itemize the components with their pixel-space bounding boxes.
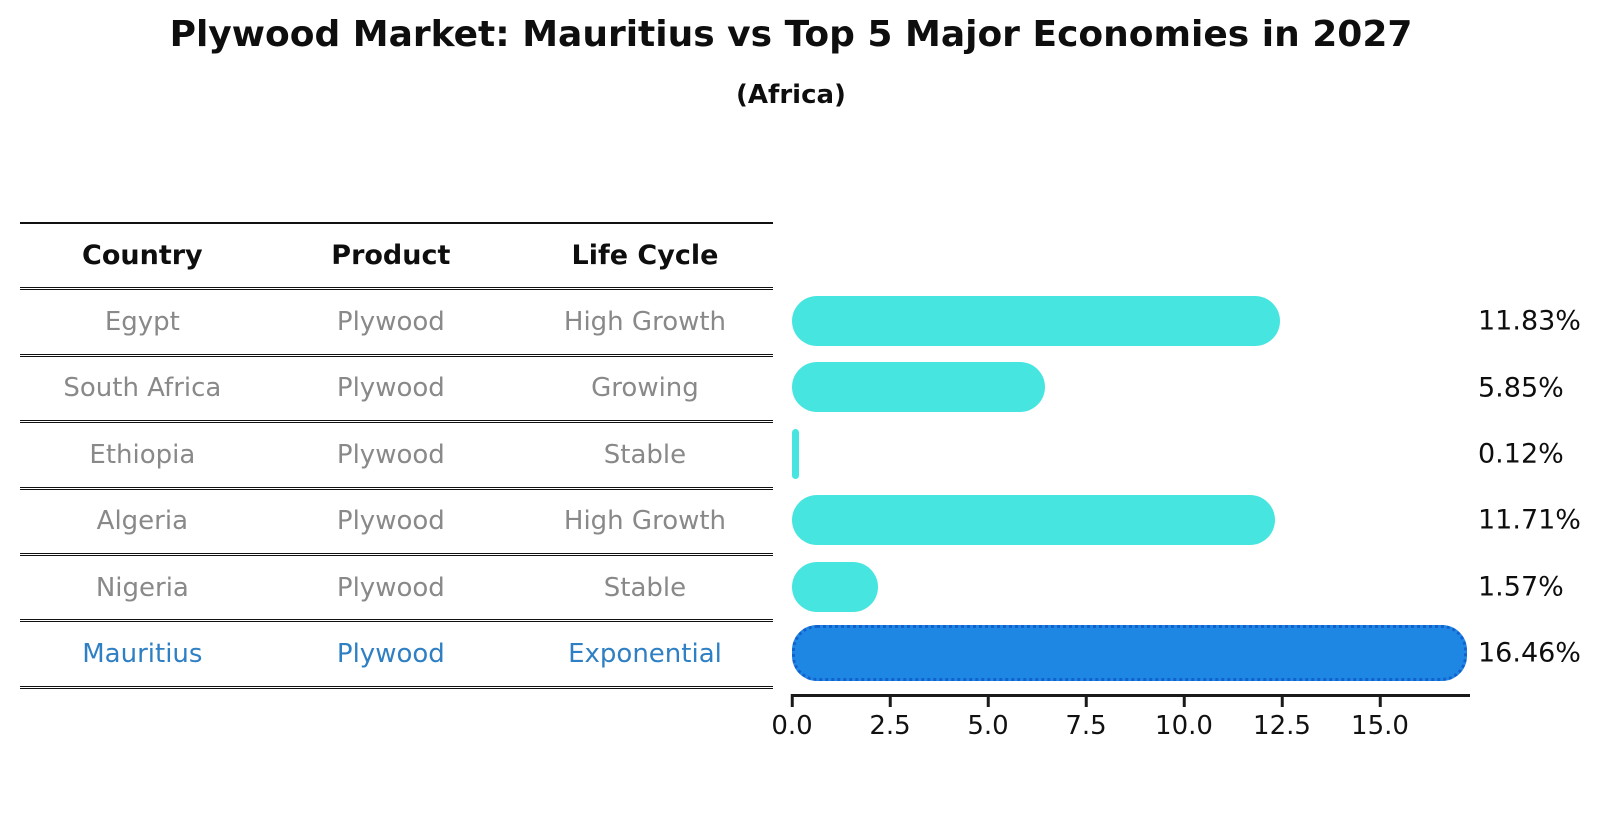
cell-product: Plywood [336,639,445,670]
cell-life-cycle: High Growth [563,506,727,537]
cell-country: Egypt [104,307,180,338]
x-axis-tick-12.5 [1280,694,1284,707]
x-axis-tick-15.0 [1378,694,1382,707]
bar-value-label-egypt: 11.83% [1478,305,1581,337]
bar-value-label-nigeria: 1.57% [1478,571,1564,603]
cell-product: Plywood [336,572,445,603]
table-row-egypt: Egypt Plywood High Growth [20,290,773,357]
bar-egypt [792,296,1280,346]
bar-algeria [792,495,1276,546]
cell-country: Nigeria [95,572,189,603]
table-row-ethiopia: Ethiopia Plywood Stable [20,423,773,490]
cell-country: Algeria [96,506,189,537]
x-axis-line [792,694,1470,697]
bar-nigeria [792,561,878,612]
table-row-south-africa: South Africa Plywood Growing [20,357,773,424]
x-axis-tick-label-0.0: 0.0 [771,711,813,741]
x-axis-tick-2.5 [888,694,892,707]
table-row-mauritius: Mauritius Plywood Exponential [20,622,773,689]
bar-value-label-south-africa: 5.85% [1478,372,1564,404]
cell-country: Ethiopia [89,439,196,470]
cell-country: Mauritius [82,639,203,670]
cell-life-cycle: High Growth [563,307,727,338]
x-axis-tick-label-15.0: 15.0 [1351,711,1409,741]
chart-title: Plywood Market: Mauritius vs Top 5 Major… [169,14,1413,55]
x-axis-tick-label-5.0: 5.0 [967,711,1009,741]
bar-south-africa [792,362,1046,413]
cell-life-cycle: Stable [603,572,687,603]
country-table: Country Product Life Cycle Egypt Plywood H… [20,222,773,689]
column-header-country: Country [82,240,203,272]
bar-mauritius [792,625,1468,681]
table-row-algeria: Algeria Plywood High Growth [20,490,773,556]
bar-ethiopia [792,428,799,479]
cell-product: Plywood [336,307,445,338]
cell-product: Plywood [336,373,445,404]
x-axis-tick-5.0 [986,694,990,707]
table-row-nigeria: Nigeria Plywood Stable [20,556,773,623]
bar-value-label-ethiopia: 0.12% [1478,438,1564,470]
cell-product: Plywood [336,506,445,537]
column-header-life-cycle: Life Cycle [571,240,719,272]
bar-value-label-algeria: 11.71% [1478,504,1581,536]
cell-country: South Africa [63,373,222,404]
x-axis-tick-7.5 [1084,694,1088,707]
x-axis-tick-label-10.0: 10.0 [1155,711,1213,741]
cell-life-cycle: Exponential [568,639,722,670]
cell-product: Plywood [336,439,445,470]
cell-life-cycle: Stable [603,439,687,470]
x-axis-tick-0.0 [790,694,794,707]
x-axis-tick-label-2.5: 2.5 [869,711,911,741]
column-header-product: Product [331,240,451,272]
cell-life-cycle: Growing [591,373,699,404]
x-axis-tick-label-7.5: 7.5 [1065,711,1107,741]
table-header-row: Country Product Life Cycle [20,224,773,291]
chart-subtitle: (Africa) [736,80,846,110]
x-axis-tick-label-12.5: 12.5 [1253,711,1311,741]
x-axis-tick-10.0 [1182,694,1186,707]
bar-value-label-mauritius: 16.46% [1478,637,1581,669]
